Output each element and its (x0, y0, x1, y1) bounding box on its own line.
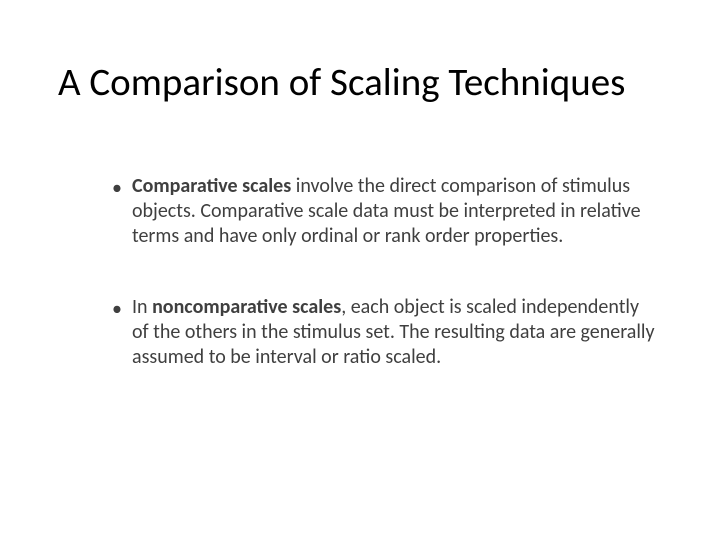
slide-body: • Comparative scales involve the direct … (112, 174, 660, 416)
bullet-item: • Comparative scales involve the direct … (112, 174, 660, 249)
slide-title: A Comparison of Scaling Techniques (58, 62, 700, 105)
bullet-text: In noncomparative scales, each object is… (132, 295, 660, 370)
bullet-bold-lead: Comparative scales (132, 174, 291, 198)
bullet-item: • In noncomparative scales, each object … (112, 295, 660, 370)
bullet-dot-icon: • (112, 174, 132, 201)
bullet-dot-icon: • (112, 295, 132, 322)
bullet-pre: In (132, 295, 152, 319)
bullet-text: Comparative scales involve the direct co… (132, 174, 660, 249)
slide: A Comparison of Scaling Techniques • Com… (0, 0, 720, 540)
bullet-bold-lead: noncomparative scales (152, 295, 341, 319)
